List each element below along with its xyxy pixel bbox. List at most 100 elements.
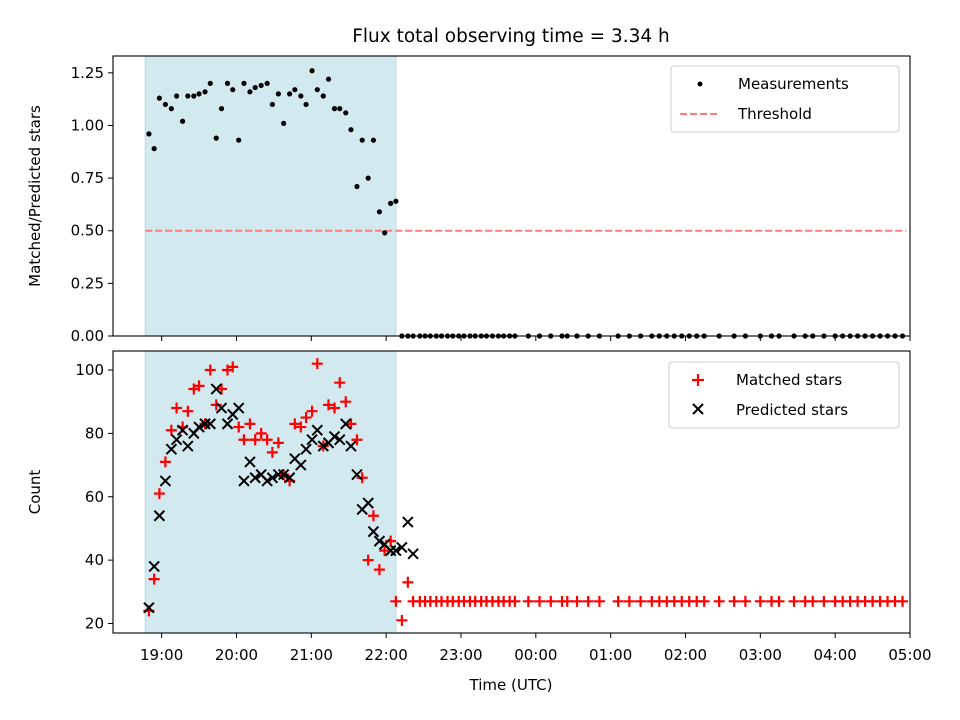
predicted-star-point bbox=[170, 434, 183, 446]
matched-star-point bbox=[522, 595, 534, 607]
matched-star-point bbox=[210, 399, 222, 411]
legend-threshold-label: Threshold bbox=[737, 105, 812, 123]
y-tick-label: 0.25 bbox=[71, 274, 104, 292]
measurement-point bbox=[370, 137, 377, 143]
matched-star-point bbox=[244, 418, 256, 430]
predicted-star-point bbox=[390, 544, 402, 557]
predicted-star-point bbox=[244, 456, 256, 468]
legend-predicted-label: Predicted stars bbox=[736, 401, 848, 419]
measurement-point bbox=[348, 127, 354, 133]
matched-star-point bbox=[788, 595, 800, 607]
top-panel-frame bbox=[112, 55, 911, 337]
measurement-point bbox=[393, 198, 399, 204]
measurement-point bbox=[365, 175, 371, 181]
matched-star-point bbox=[159, 456, 171, 468]
matched-star-point bbox=[351, 434, 363, 446]
measurement-point bbox=[359, 137, 365, 143]
matched-star-point bbox=[373, 564, 385, 576]
x-tick-label: 03:00 bbox=[739, 646, 782, 664]
matched-star-point bbox=[300, 412, 312, 424]
measurement-point bbox=[146, 131, 152, 137]
measurement-point bbox=[287, 91, 293, 97]
predicted-star-point bbox=[193, 421, 205, 433]
measurement-point bbox=[247, 89, 253, 95]
x-tick-label: 21:00 bbox=[290, 646, 333, 664]
matched-star-point bbox=[754, 595, 766, 607]
measurement-point bbox=[388, 200, 394, 206]
legend-matched-label: Matched stars bbox=[736, 371, 842, 389]
matched-star-point bbox=[571, 595, 583, 607]
matched-star-point bbox=[171, 402, 183, 414]
predicted-star-point bbox=[328, 430, 341, 443]
predicted-star-point bbox=[165, 443, 178, 455]
matched-star-point bbox=[818, 595, 830, 607]
measurement-point bbox=[174, 93, 180, 99]
measurement-point bbox=[168, 106, 174, 112]
predicted-star-point bbox=[221, 418, 234, 430]
matched-star-point bbox=[306, 405, 318, 417]
measurement-point bbox=[269, 101, 275, 108]
bottom-legend: Matched stars Predicted stars bbox=[668, 361, 900, 429]
predicted-star-point bbox=[182, 440, 194, 452]
matched-star-point bbox=[238, 434, 250, 446]
matched-star-point bbox=[396, 614, 408, 626]
matched-star-point bbox=[266, 446, 278, 458]
y-tick-label: 0.50 bbox=[71, 222, 104, 240]
matched-star-point bbox=[582, 595, 594, 607]
measurement-point bbox=[207, 80, 213, 86]
matched-star-point bbox=[345, 418, 357, 430]
measurement-point bbox=[264, 80, 270, 86]
matched-star-point bbox=[153, 488, 165, 500]
matched-star-point bbox=[593, 595, 605, 607]
measurement-point bbox=[376, 209, 383, 215]
predicted-star-point bbox=[407, 548, 419, 560]
predicted-star-point bbox=[266, 472, 279, 484]
matched-star-point bbox=[739, 595, 751, 607]
matched-star-point bbox=[713, 595, 725, 607]
predicted-star-point bbox=[215, 402, 228, 414]
matched-star-point bbox=[323, 399, 335, 411]
measurement-point bbox=[314, 87, 320, 93]
bottom-panel-x-ticks: 19:00 20:00 21:00 22:00 23:00 00:00 01:00 02:00… bbox=[140, 633, 932, 664]
predicted-star-point bbox=[345, 440, 357, 452]
matched-star-point bbox=[635, 595, 647, 607]
measurement-point bbox=[196, 91, 202, 97]
matched-star-point bbox=[379, 545, 391, 557]
predicted-star-point bbox=[199, 418, 211, 430]
predicted-star-point bbox=[311, 424, 324, 436]
matched-star-point bbox=[340, 396, 352, 408]
x-tick-label: 19:00 bbox=[140, 646, 183, 664]
predicted-star-point bbox=[396, 541, 408, 554]
y-tick-label: 20 bbox=[85, 614, 104, 632]
matched-star-point bbox=[311, 358, 323, 370]
matched-star-point bbox=[182, 405, 194, 417]
measurement-point bbox=[309, 68, 315, 74]
y-tick-label: 1.00 bbox=[71, 116, 104, 134]
matched-star-point bbox=[227, 361, 239, 373]
matched-star-point bbox=[334, 377, 346, 389]
predicted-star-point bbox=[300, 443, 312, 455]
matched-star-point bbox=[509, 595, 521, 607]
matched-star-point bbox=[193, 380, 205, 392]
bottom-panel-ylabel: Count bbox=[26, 470, 44, 515]
measurement-point bbox=[382, 230, 388, 236]
measurement-point bbox=[354, 183, 360, 190]
count-points bbox=[143, 358, 909, 626]
measurement-point bbox=[320, 93, 326, 99]
top-panel: 0.00 0.25 0.50 0.75 1.00 1.25 Matched/Predict… bbox=[26, 55, 911, 345]
predicted-star-point bbox=[249, 472, 261, 484]
measurement-point bbox=[230, 87, 236, 93]
predicted-star-point bbox=[176, 424, 189, 436]
matched-star-point bbox=[329, 402, 341, 414]
predicted-star-point bbox=[148, 560, 160, 573]
y-tick-label: 0.00 bbox=[71, 327, 104, 345]
y-tick-label: 80 bbox=[85, 424, 104, 442]
matched-star-point bbox=[204, 364, 216, 376]
predicted-star-point bbox=[334, 434, 346, 446]
measurement-point bbox=[191, 93, 197, 99]
predicted-star-point bbox=[272, 468, 285, 481]
measurement-point bbox=[281, 120, 287, 126]
measurement-point bbox=[303, 101, 309, 108]
matched-star-point bbox=[698, 595, 710, 607]
measurement-point bbox=[151, 146, 157, 152]
